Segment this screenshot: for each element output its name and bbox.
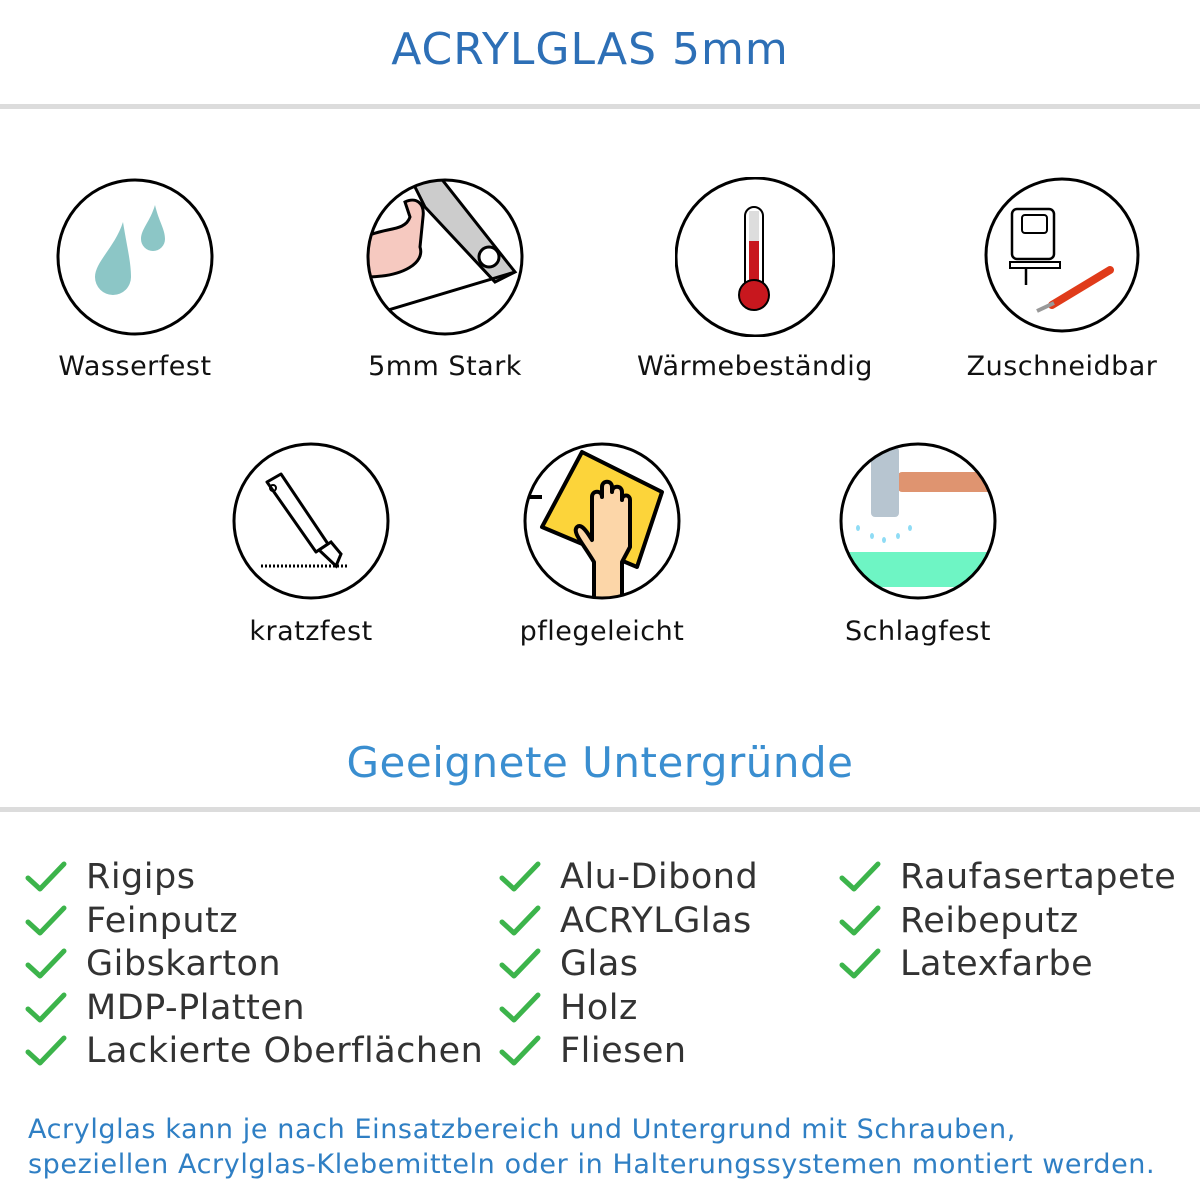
surface-item: Alu-Dibond <box>498 855 758 899</box>
feature-pflegeleicht: pflegeleicht <box>452 442 752 647</box>
surface-item: Glas <box>498 942 639 986</box>
mounting-note: Acrylglas kann je nach Einsatzbereich un… <box>28 1112 1155 1182</box>
feature-kratzfest: kratzfest <box>161 442 461 647</box>
jigsaw-cutter-icon <box>984 177 1140 333</box>
check-icon <box>499 1035 541 1066</box>
surface-item: MDP-Platten <box>24 986 305 1030</box>
feature-label: Zuschneidbar <box>966 351 1158 382</box>
surface-label: Feinputz <box>86 900 239 941</box>
surface-label: Fliesen <box>560 1031 687 1071</box>
feature-label: Schlagfest <box>844 616 992 647</box>
feature-zuschneidbar: Zuschneidbar <box>912 177 1200 382</box>
check-icon <box>499 948 541 979</box>
feature-5mm-stark: 5mm Stark <box>295 177 595 382</box>
feature-label: pflegeleicht <box>519 616 685 647</box>
thermometer-icon <box>675 177 835 337</box>
strong-arm-icon <box>366 178 524 336</box>
feature-label: 5mm Stark <box>368 351 522 382</box>
note-line: Acrylglas kann je nach Einsatzbereich un… <box>28 1114 1016 1145</box>
surface-label: Alu-Dibond <box>560 857 759 897</box>
check-icon <box>839 861 881 892</box>
feature-waermebestaendig: Wärmebeständig <box>605 177 905 382</box>
surface-label: Holz <box>560 987 638 1028</box>
check-icon <box>499 861 541 892</box>
surface-label: Lackierte Oberflächen <box>86 1031 484 1071</box>
divider <box>0 104 1200 109</box>
surface-item: Gibskarton <box>24 942 281 986</box>
check-icon <box>499 992 541 1022</box>
hand-cloth-icon <box>523 442 681 600</box>
check-icon <box>25 992 67 1022</box>
check-icon <box>25 948 67 979</box>
surface-item: Latexfarbe <box>838 942 1093 986</box>
check-icon <box>25 1035 67 1066</box>
surface-label: MDP-Platten <box>86 987 306 1028</box>
surface-item: ACRYLGlas <box>498 899 752 943</box>
surface-item: Raufasertapete <box>838 855 1176 899</box>
surface-item: Holz <box>498 986 638 1030</box>
surface-label: Rigips <box>86 857 196 897</box>
feature-label: Wärmebeständig <box>637 351 873 382</box>
check-icon <box>839 905 881 935</box>
feature-schlagfest: Schlagfest <box>768 442 1068 647</box>
feature-label: Wasserfest <box>58 351 212 382</box>
water-drops-icon <box>56 178 214 336</box>
surface-item: Feinputz <box>24 899 238 943</box>
surface-item: Rigips <box>24 855 195 899</box>
check-icon <box>499 905 541 935</box>
divider <box>0 807 1200 812</box>
surface-label: Latexfarbe <box>900 944 1094 984</box>
surface-label: Gibskarton <box>86 944 282 984</box>
surface-label: Raufasertapete <box>900 857 1177 897</box>
surface-item: Reibeputz <box>838 899 1079 943</box>
surface-item: Lackierte Oberflächen <box>24 1029 483 1073</box>
surface-label: Glas <box>560 944 639 984</box>
surfaces-heading: Geeignete Untergründe <box>346 738 854 787</box>
feature-wasserfest: Wasserfest <box>0 177 285 382</box>
surface-label: ACRYLGlas <box>560 900 752 941</box>
surface-item: Fliesen <box>498 1029 687 1073</box>
check-icon <box>839 948 881 979</box>
check-icon <box>25 905 67 935</box>
feature-label: kratzfest <box>249 616 373 647</box>
surface-label: Reibeputz <box>900 900 1079 941</box>
hammer-impact-icon <box>839 442 997 600</box>
check-icon <box>25 861 67 892</box>
cutter-knife-icon <box>232 442 390 600</box>
page-title: ACRYLGLAS 5mm <box>391 24 789 75</box>
note-line: speziellen Acrylglas-Klebemitteln oder i… <box>28 1149 1156 1180</box>
